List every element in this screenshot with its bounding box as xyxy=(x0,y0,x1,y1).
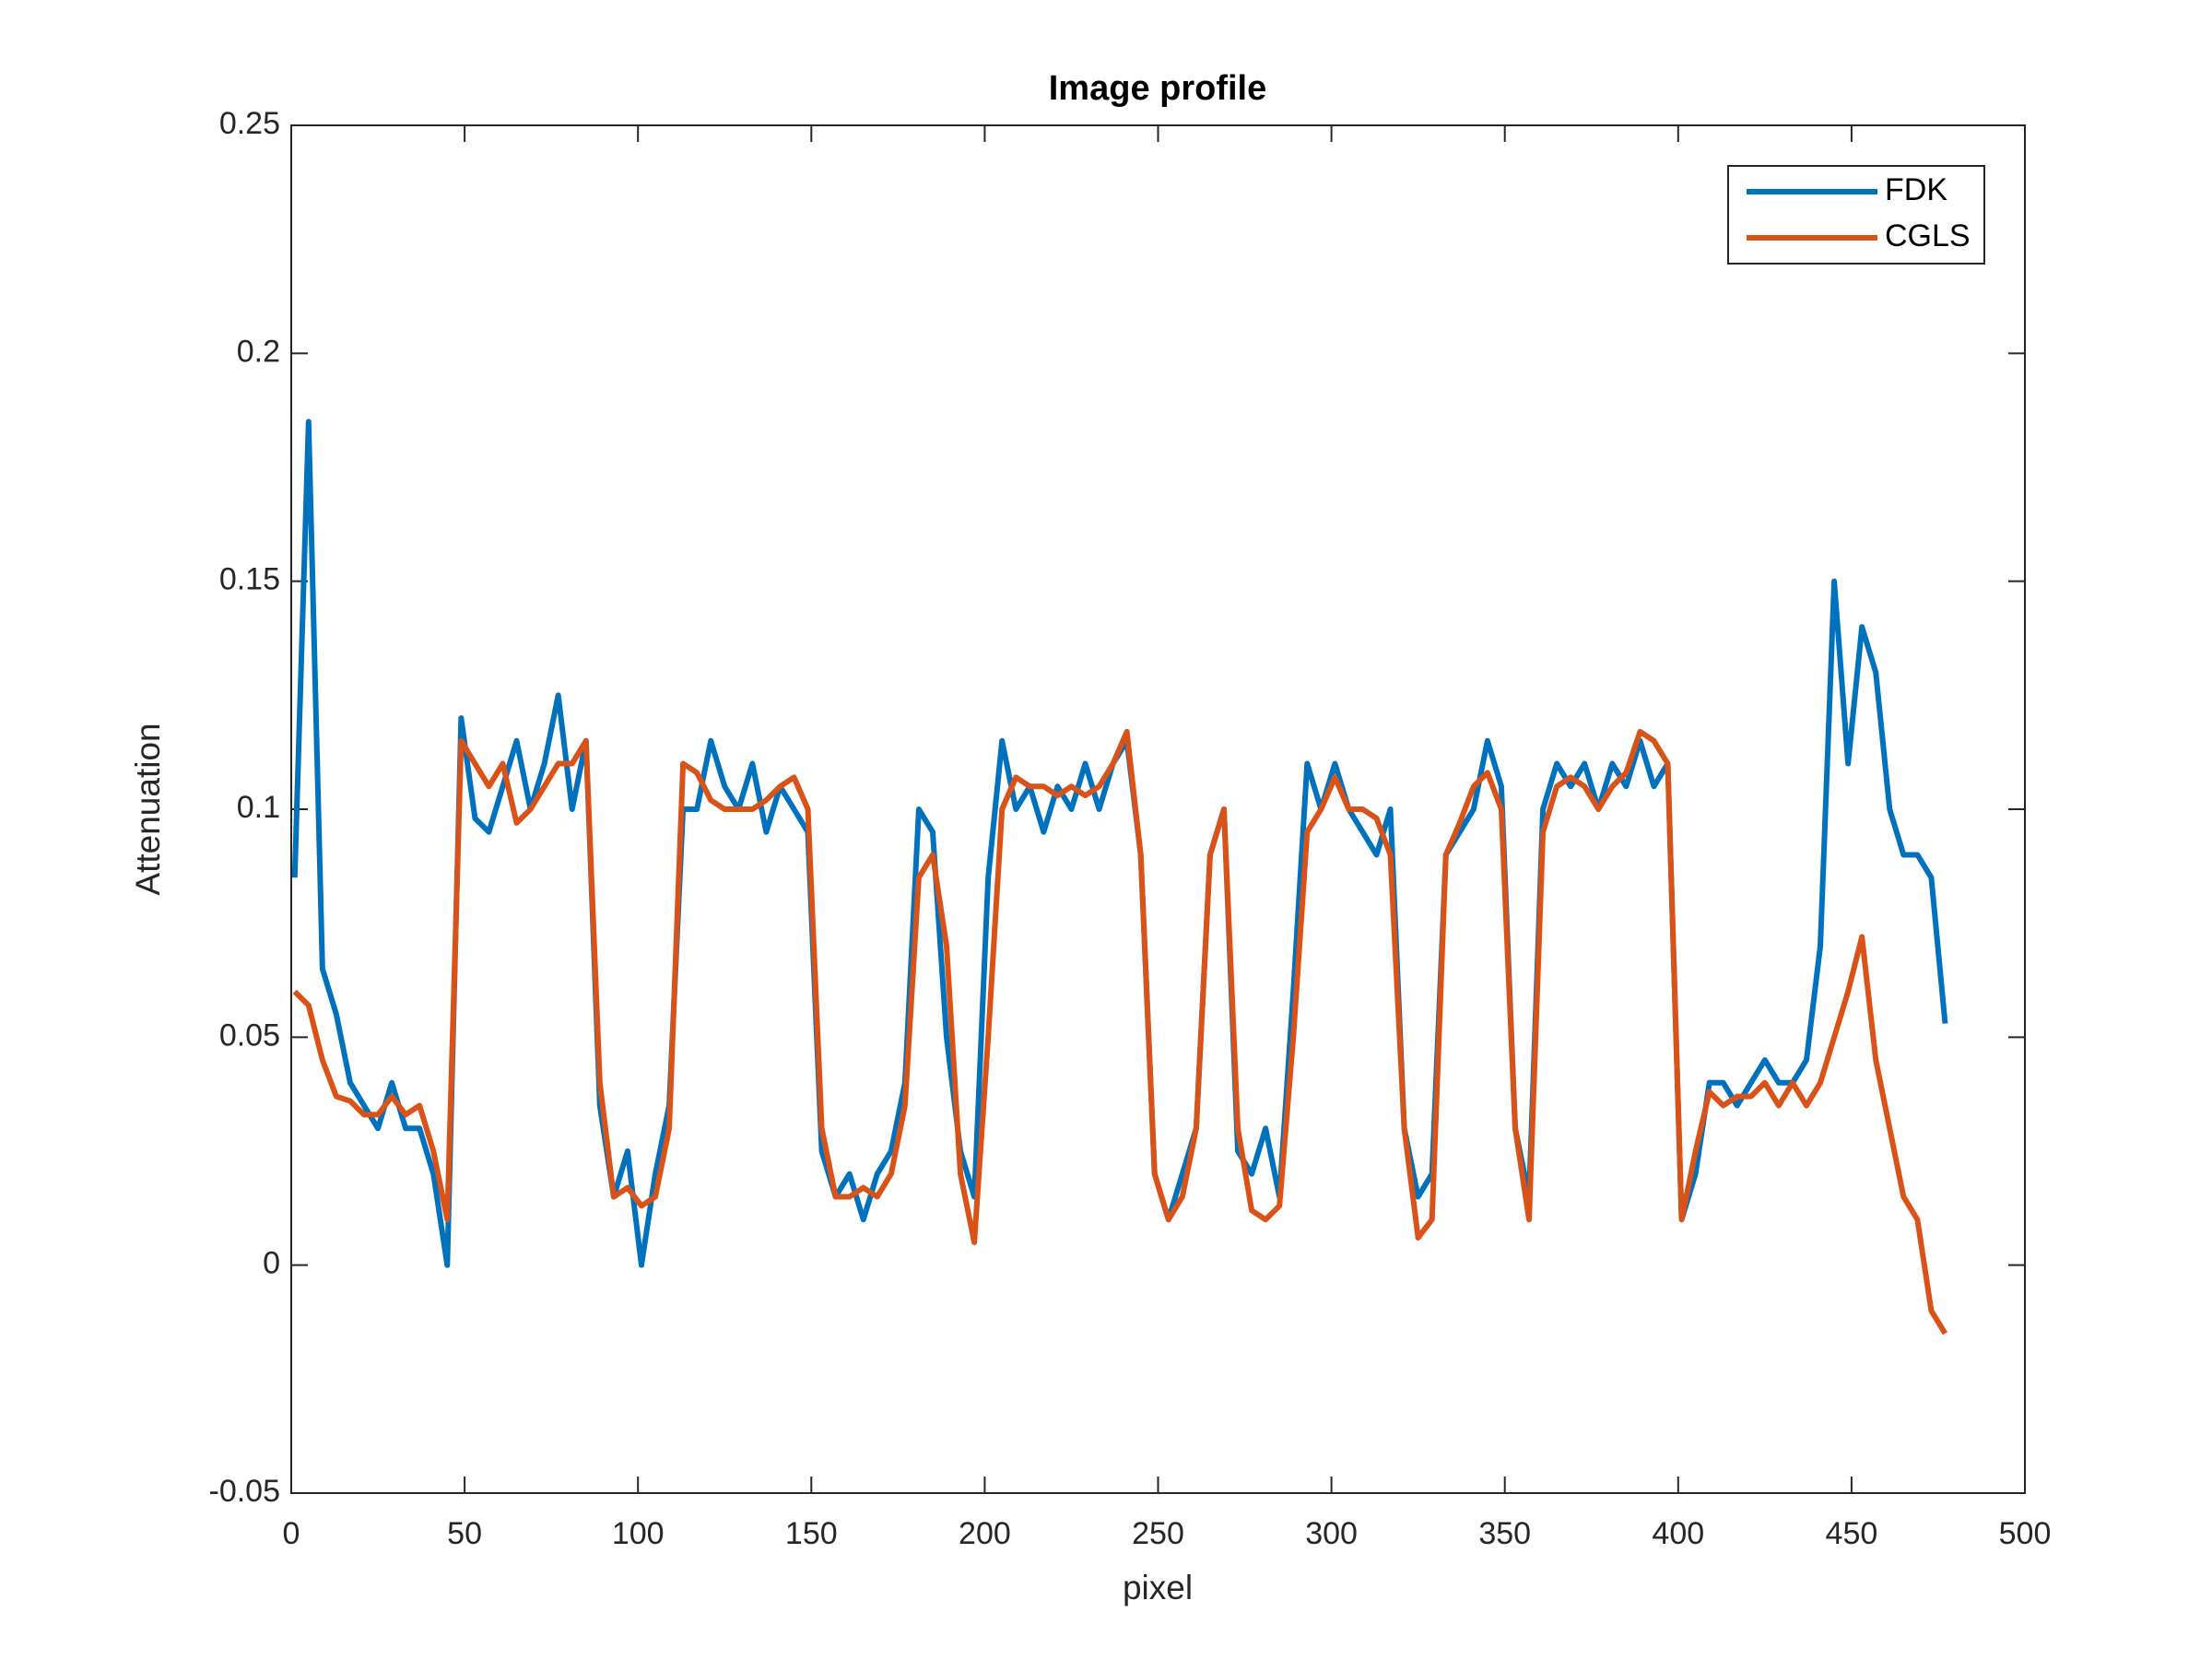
x-tick-label: 400 xyxy=(1652,1516,1704,1551)
y-tick-label: 0 xyxy=(263,1246,280,1281)
x-tick-label: 150 xyxy=(785,1516,838,1551)
line-series xyxy=(292,728,1948,1335)
x-tick-label: 100 xyxy=(612,1516,665,1551)
y-tick-label: 0.15 xyxy=(219,562,280,597)
legend-label: CGLS xyxy=(1885,218,1971,253)
y-tick-label: 0.2 xyxy=(237,334,280,369)
x-tick-label: 350 xyxy=(1478,1516,1531,1551)
x-tick-label: 0 xyxy=(283,1516,300,1551)
x-tick-label: 50 xyxy=(447,1516,482,1551)
y-tick-label: 0.05 xyxy=(219,1018,280,1053)
x-tick-label: 250 xyxy=(1132,1516,1184,1551)
x-tick-label: 300 xyxy=(1305,1516,1358,1551)
y-tick-label: -0.05 xyxy=(209,1474,281,1509)
x-axis-label: pixel xyxy=(1123,1569,1193,1606)
y-tick-label: 0.1 xyxy=(237,790,280,825)
y-tick-label: 0.25 xyxy=(219,106,280,141)
axes-box xyxy=(290,124,2026,1494)
x-tick-label: 500 xyxy=(1999,1516,2052,1551)
chart-title: Image profile xyxy=(1049,69,1267,108)
legend-box xyxy=(1727,165,1985,265)
x-tick-label: 450 xyxy=(1826,1516,1878,1551)
x-tick-label: 200 xyxy=(959,1516,1011,1551)
y-axis-label: Attenuation xyxy=(129,723,167,895)
legend-label: FDK xyxy=(1885,172,1947,207)
